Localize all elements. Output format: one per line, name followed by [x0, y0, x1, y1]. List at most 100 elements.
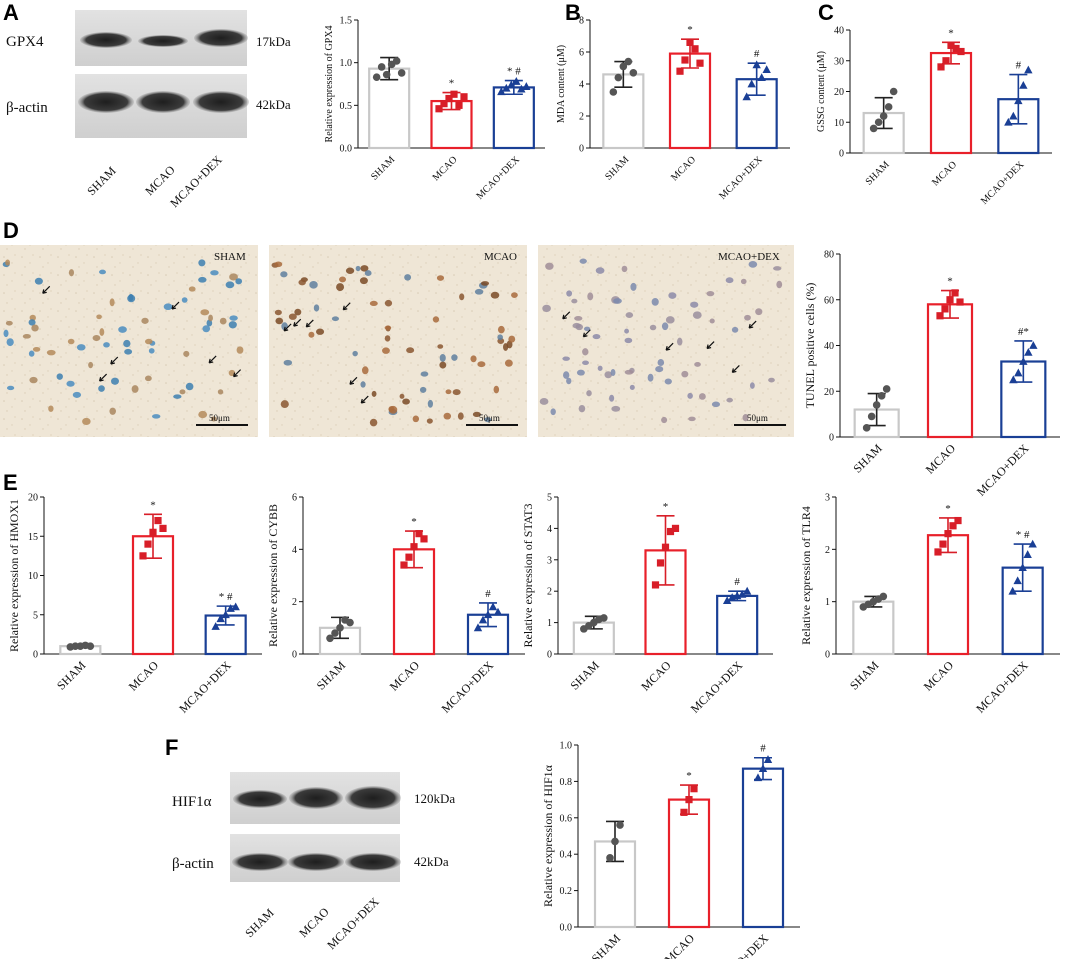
cell-nucleus — [506, 340, 513, 349]
y-tick-label: 8 — [579, 16, 584, 27]
data-point — [879, 112, 888, 120]
cell-nucleus — [188, 286, 196, 292]
data-point — [737, 589, 747, 598]
cell-nucleus — [490, 291, 500, 299]
cell-nucleus — [198, 276, 207, 283]
cell-nucleus — [144, 375, 152, 382]
data-point — [656, 559, 665, 567]
cell-nucleus — [630, 282, 637, 291]
y-tick-label: 4 — [292, 545, 297, 556]
y-axis-label: MDA content (μM) — [556, 45, 567, 123]
data-point — [522, 82, 531, 90]
cell-nucleus — [472, 411, 481, 417]
cell-nucleus — [294, 308, 302, 316]
blot-f-label-actin: β-actin — [172, 856, 214, 872]
data-point — [149, 528, 157, 536]
data-point — [445, 94, 453, 103]
data-point — [624, 57, 633, 66]
cell-nucleus — [566, 377, 572, 385]
cell-nucleus — [571, 298, 578, 304]
arrow-marker — [208, 355, 217, 364]
cell-nucleus — [576, 369, 585, 376]
x-tick-label: MCAO+DEX — [688, 658, 746, 716]
significance-mark: * — [150, 499, 156, 511]
data-point — [934, 548, 942, 556]
significance-mark: # — [760, 743, 766, 755]
cell-nucleus — [574, 316, 583, 321]
bar-mcao — [929, 51, 973, 155]
cell-nucleus — [225, 281, 235, 289]
data-point — [139, 552, 147, 560]
cell-nucleus — [308, 331, 315, 338]
cell-nucleus — [66, 380, 75, 387]
data-point — [686, 38, 694, 46]
cell-nucleus — [497, 334, 503, 341]
cell-nucleus — [274, 261, 283, 268]
blot-f-band-hif1a-dex — [345, 786, 401, 810]
cell-nucleus — [437, 344, 444, 349]
data-point — [420, 535, 428, 543]
cell-nucleus — [208, 314, 213, 322]
y-tick-label: 0.6 — [560, 813, 573, 824]
data-point — [410, 543, 418, 551]
x-tick-label: SHAM — [603, 154, 631, 182]
data-point — [1028, 539, 1037, 548]
y-tick-label: 0 — [825, 650, 830, 661]
chart-tunel: 0 20 40 60 80 TUNEL positive cells (%) SHAM * MC… — [803, 250, 1060, 499]
cell-nucleus — [597, 365, 603, 371]
data-point — [488, 602, 498, 611]
y-tick-label: 5 — [33, 610, 38, 621]
data-point — [502, 83, 511, 92]
significance-mark: * — [411, 516, 417, 528]
y-axis-label: Relative expression of GPX4 — [324, 26, 335, 143]
cell-nucleus — [611, 405, 621, 412]
x-tick-label: MCAO — [387, 658, 423, 694]
cell-nucleus — [163, 303, 173, 311]
cell-nucleus — [690, 301, 699, 308]
data-point — [758, 764, 768, 773]
x-tick-label: SHAM — [850, 441, 885, 476]
cell-nucleus — [331, 316, 340, 322]
data-point — [336, 624, 344, 632]
arrow-marker — [233, 369, 242, 378]
cell-nucleus — [550, 408, 556, 416]
data-point — [937, 63, 945, 71]
significance-mark: * # — [1016, 529, 1030, 541]
cell-nucleus — [103, 342, 110, 348]
cell-nucleus — [484, 417, 492, 423]
cell-nucleus — [228, 321, 237, 329]
cell-nucleus — [219, 317, 227, 325]
cell-nucleus — [200, 309, 210, 316]
data-point — [1014, 368, 1023, 377]
cell-nucleus — [384, 325, 392, 331]
cell-nucleus — [443, 412, 452, 420]
cell-nucleus — [470, 355, 477, 363]
arrow-marker — [582, 329, 591, 338]
significance-mark: * — [947, 276, 953, 288]
chart-hmox1: 0 5 10 15 20 Relative expression of HMOX1 SHAM… — [7, 493, 262, 716]
data-point — [1024, 347, 1033, 356]
cell-nucleus — [388, 405, 398, 414]
y-tick-label: 0 — [839, 149, 844, 160]
y-tick-label: 2 — [547, 587, 552, 598]
cell-nucleus — [511, 292, 518, 299]
blot-f-band-actin-sham — [232, 853, 288, 871]
blot-f-band-actin-mcao — [288, 853, 344, 871]
scale-bar-label: 50μm — [209, 413, 230, 423]
blot-a-size-gpx4: 17kDa — [256, 34, 291, 49]
cell-nucleus — [336, 283, 345, 292]
cell-nucleus — [562, 356, 570, 361]
arrow-marker — [349, 376, 358, 385]
cell-nucleus — [668, 292, 677, 299]
data-point — [1018, 563, 1027, 572]
blot-a-band-gpx4-mcao — [138, 35, 188, 47]
data-point — [497, 87, 506, 96]
arrow-marker — [293, 318, 302, 327]
arrow-marker — [171, 301, 180, 310]
data-point — [346, 618, 354, 627]
cell-nucleus — [625, 312, 634, 318]
cell-nucleus — [539, 397, 549, 405]
cell-nucleus — [563, 371, 570, 379]
cell-nucleus — [148, 348, 155, 354]
